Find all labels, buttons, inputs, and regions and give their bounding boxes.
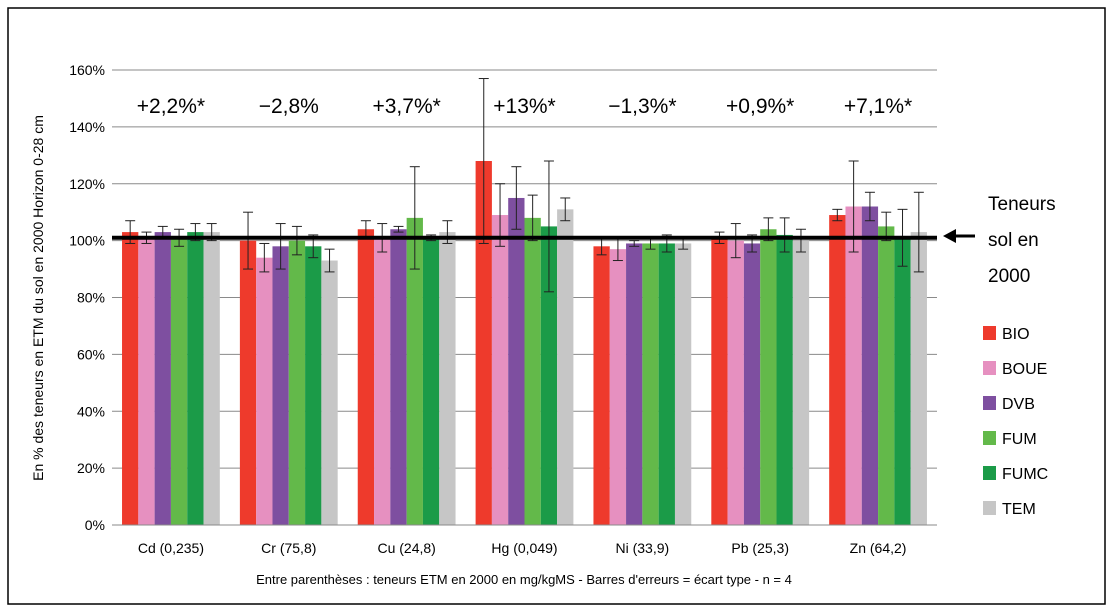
y-tick-label: 60% xyxy=(77,346,105,362)
bar-bio-3 xyxy=(475,161,492,525)
x-tick-label: Zn (64,2) xyxy=(850,540,907,556)
x-tick-label: Cd (0,235) xyxy=(138,540,204,556)
bar-fum-0 xyxy=(170,237,188,525)
y-tick-label: 40% xyxy=(77,403,105,419)
bar-fum-3 xyxy=(524,217,541,525)
variation-annotations: +2,2%* −2,8% +3,7%* +13%* −1,3%* +0,9%* +7,1%* xyxy=(137,95,912,118)
bar-boue-6 xyxy=(845,206,862,525)
legend-swatch-dvb xyxy=(983,396,996,410)
bars xyxy=(122,161,927,525)
y-axis-ticks: 0% 20% 40% 60% 80% 100% 120% 140% 160% xyxy=(69,62,105,533)
bar-dvb-6 xyxy=(861,206,879,525)
bar-bio-2 xyxy=(357,229,375,525)
y-tick-label: 20% xyxy=(77,460,105,476)
bar-boue-4 xyxy=(609,249,627,525)
y-tick-label: 0% xyxy=(85,517,105,533)
variation-annotation: −1,3%* xyxy=(608,95,676,118)
x-tick-label: Cr (75,8) xyxy=(261,540,316,556)
bar-boue-3 xyxy=(491,215,509,525)
reference-label-line-1: Teneurs xyxy=(988,194,1056,215)
x-tick-label: Cu (24,8) xyxy=(377,540,435,556)
y-tick-label: 80% xyxy=(77,290,105,306)
bar-dvb-0 xyxy=(154,232,171,525)
legend-label-boue: BOUE xyxy=(1002,361,1047,378)
bar-fumc-1 xyxy=(305,246,322,525)
y-axis-label: En % des teneurs en ETM du sol en 2000 H… xyxy=(30,115,46,481)
variation-annotation: +0,9%* xyxy=(726,95,794,118)
legend-swatch-bio xyxy=(983,326,996,340)
bar-tem-4 xyxy=(674,243,692,525)
reference-label-line-3: 2000 xyxy=(988,266,1030,287)
legend-label-fumc: FUMC xyxy=(1002,466,1048,483)
legend-label-bio: BIO xyxy=(1002,326,1030,343)
y-tick-label: 140% xyxy=(69,119,105,135)
x-tick-label: Ni (33,9) xyxy=(616,540,670,556)
bar-boue-1 xyxy=(256,257,273,525)
variation-annotation: +7,1%* xyxy=(844,95,912,118)
bar-dvb-1 xyxy=(272,246,289,525)
bar-bio-4 xyxy=(593,246,610,525)
bar-tem-3 xyxy=(557,209,574,525)
bar-fum-2 xyxy=(406,217,423,525)
bar-fum-4 xyxy=(642,243,659,525)
bar-bio-6 xyxy=(829,215,846,525)
reference-arrow-head xyxy=(943,229,956,243)
bar-bio-0 xyxy=(122,232,139,525)
footnote: Entre parenthèses : teneurs ETM en 2000 … xyxy=(256,572,792,587)
bar-fum-5 xyxy=(760,229,777,525)
x-tick-label: Hg (0,049) xyxy=(491,540,557,556)
bar-fum-1 xyxy=(288,240,306,525)
bar-tem-2 xyxy=(439,232,456,525)
legend-label-tem: TEM xyxy=(1002,501,1036,518)
x-axis-ticks: Cd (0,235) Cr (75,8) Cu (24,8) Hg (0,049) Ni… xyxy=(138,540,907,556)
legend-label-dvb: DVB xyxy=(1002,396,1035,413)
bar-fumc-6 xyxy=(894,237,911,525)
legend-swatch-fum xyxy=(983,431,996,445)
legend: BIO BOUE DVB FUM FUMC TEM xyxy=(983,326,1048,518)
bar-fumc-2 xyxy=(422,237,440,525)
bar-tem-5 xyxy=(792,240,810,525)
bar-dvb-5 xyxy=(743,243,761,525)
bar-dvb-2 xyxy=(390,229,407,525)
legend-swatch-boue xyxy=(983,361,996,375)
x-tick-label: Pb (25,3) xyxy=(731,540,789,556)
bar-dvb-4 xyxy=(626,243,643,525)
variation-annotation: +13%* xyxy=(493,95,555,118)
bar-boue-5 xyxy=(727,240,744,525)
bar-bio-5 xyxy=(711,237,728,525)
bar-tem-0 xyxy=(203,232,220,525)
legend-label-fum: FUM xyxy=(1002,431,1037,448)
bar-fumc-0 xyxy=(187,232,204,525)
y-tick-label: 120% xyxy=(69,176,105,192)
bar-boue-2 xyxy=(374,237,391,525)
bar-tem-6 xyxy=(910,232,927,525)
variation-annotation: +3,7%* xyxy=(372,95,440,118)
bar-boue-0 xyxy=(138,237,155,525)
variation-annotation: +2,2%* xyxy=(137,95,205,118)
legend-swatch-tem xyxy=(983,501,996,515)
bar-fumc-3 xyxy=(540,226,558,525)
bar-dvb-3 xyxy=(508,197,525,525)
error-bars xyxy=(125,78,924,293)
bar-tem-1 xyxy=(321,260,338,525)
bar-bio-1 xyxy=(239,240,257,525)
legend-swatch-fumc xyxy=(983,466,996,480)
reference-label-line-2: sol en xyxy=(988,230,1039,251)
bar-fum-6 xyxy=(878,226,895,525)
variation-annotation: −2,8% xyxy=(259,95,319,118)
y-tick-label: 160% xyxy=(69,62,105,78)
y-tick-label: 100% xyxy=(69,233,105,249)
bar-fumc-4 xyxy=(658,243,675,525)
bar-fumc-5 xyxy=(776,234,793,525)
